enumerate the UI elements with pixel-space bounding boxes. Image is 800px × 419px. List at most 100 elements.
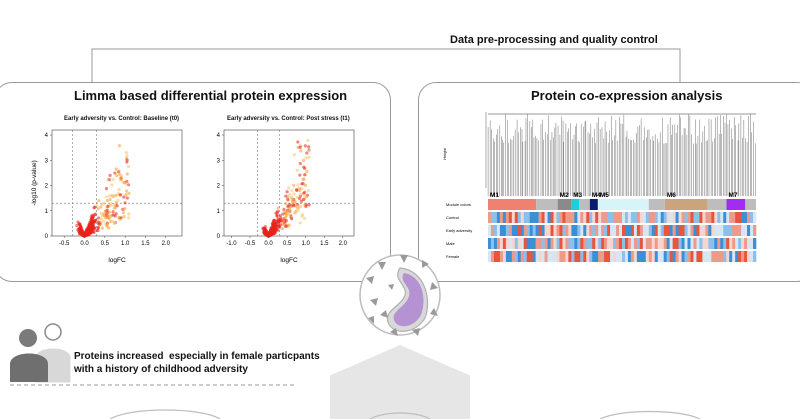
heatmap-cell bbox=[750, 212, 754, 223]
heatmap-cell bbox=[619, 251, 623, 262]
data-point bbox=[292, 183, 296, 187]
data-point bbox=[102, 212, 106, 216]
module-color-block bbox=[745, 199, 756, 210]
y-tick-label: 2 bbox=[217, 184, 221, 190]
data-point bbox=[107, 210, 111, 214]
data-point bbox=[126, 164, 131, 169]
heatmap-cell bbox=[550, 251, 554, 262]
heatmap-cell bbox=[619, 212, 623, 223]
heatmap-cell bbox=[675, 212, 679, 223]
data-point bbox=[99, 205, 103, 209]
heatmap-cell bbox=[657, 225, 662, 236]
data-point bbox=[285, 190, 289, 194]
heatmap-cell bbox=[607, 225, 611, 236]
data-point bbox=[100, 226, 104, 230]
heatmap-cell bbox=[547, 225, 551, 236]
heatmap-cell bbox=[684, 238, 688, 249]
heatmap-cell bbox=[669, 212, 673, 223]
y-tick-label: 2 bbox=[45, 184, 49, 190]
heatmap-cell bbox=[714, 225, 718, 236]
differential-expression-panel bbox=[0, 82, 391, 282]
heatmap-cell bbox=[601, 238, 605, 249]
heatmap-cell bbox=[720, 212, 724, 223]
data-point bbox=[298, 161, 302, 166]
heatmap-cell bbox=[523, 251, 528, 262]
row-label: Control bbox=[446, 215, 459, 220]
heatmap-cell bbox=[496, 238, 501, 249]
heatmap-cell bbox=[538, 212, 542, 223]
heatmap-cell bbox=[723, 212, 727, 223]
heatmap-cell bbox=[729, 225, 733, 236]
heatmap-cell bbox=[735, 238, 739, 249]
data-point bbox=[283, 215, 288, 220]
heatmap-cell bbox=[511, 225, 516, 236]
data-point bbox=[90, 213, 94, 217]
heatmap-cell bbox=[583, 238, 587, 249]
heatmap-cell bbox=[622, 251, 626, 262]
heatmap-cell bbox=[496, 225, 501, 236]
finding-text-line-1: Proteins increased especially in female … bbox=[74, 351, 320, 362]
data-point bbox=[286, 198, 290, 202]
data-point bbox=[99, 217, 104, 221]
heatmap-cell bbox=[589, 238, 593, 249]
heatmap-cell bbox=[556, 251, 560, 262]
heatmap-cell bbox=[732, 212, 736, 223]
heatmap-cell bbox=[553, 225, 557, 236]
heatmap-cell bbox=[726, 238, 730, 249]
heatmap-cell bbox=[502, 251, 507, 262]
heatmap-cell bbox=[705, 225, 709, 236]
heatmap-cell bbox=[613, 238, 617, 249]
data-point bbox=[274, 221, 278, 226]
module-color-block bbox=[648, 199, 665, 210]
data-point bbox=[302, 216, 307, 220]
heatmap-cell bbox=[690, 225, 694, 236]
heatmap-cell bbox=[580, 251, 584, 262]
heatmap-cell bbox=[699, 251, 703, 262]
heatmap-cell bbox=[493, 225, 498, 236]
data-point bbox=[280, 227, 284, 231]
data-point bbox=[123, 201, 127, 205]
heatmap-cell bbox=[505, 225, 510, 236]
y-tick-label: 4 bbox=[45, 133, 49, 139]
x-tick-label: 1.5 bbox=[141, 241, 150, 247]
heatmap-cell bbox=[648, 251, 653, 262]
heatmap-cell bbox=[696, 212, 700, 223]
data-point bbox=[302, 177, 306, 181]
heatmap-cell bbox=[720, 251, 724, 262]
heatmap-cell bbox=[666, 225, 670, 236]
data-point bbox=[122, 214, 126, 219]
heatmap-cell bbox=[639, 251, 644, 262]
heatmap-cell bbox=[717, 238, 721, 249]
heatmap-cell bbox=[717, 212, 721, 223]
heatmap-cell bbox=[622, 225, 626, 236]
data-point bbox=[119, 176, 123, 180]
heatmap-cell bbox=[532, 212, 536, 223]
heatmap-cell bbox=[616, 212, 620, 223]
heatmap-cell bbox=[684, 251, 688, 262]
data-point bbox=[275, 214, 279, 218]
heatmap-cell bbox=[586, 225, 590, 236]
heatmap-cell bbox=[547, 212, 551, 223]
heatmap-cell bbox=[747, 212, 751, 223]
heatmap-cell bbox=[657, 251, 662, 262]
heatmap-cell bbox=[580, 212, 584, 223]
heatmap-cell bbox=[648, 238, 653, 249]
data-point bbox=[78, 226, 82, 230]
data-point bbox=[111, 210, 115, 214]
data-point bbox=[113, 171, 117, 175]
heatmap-cell bbox=[735, 225, 739, 236]
heatmap-cell bbox=[657, 238, 662, 249]
heatmap-cell bbox=[553, 212, 557, 223]
heatmap-cell bbox=[708, 212, 712, 223]
heatmap-cell bbox=[598, 251, 602, 262]
heatmap-cell bbox=[607, 212, 611, 223]
heatmap-cell bbox=[630, 212, 635, 223]
heatmap-cell bbox=[517, 212, 522, 223]
y-tick-label: 0 bbox=[217, 234, 221, 240]
heatmap-cell bbox=[523, 225, 528, 236]
heatmap-cell bbox=[508, 238, 513, 249]
heatmap-cell bbox=[696, 251, 700, 262]
heatmap-cell bbox=[675, 225, 679, 236]
heatmap-cell bbox=[639, 238, 644, 249]
heatmap-cell bbox=[505, 251, 510, 262]
